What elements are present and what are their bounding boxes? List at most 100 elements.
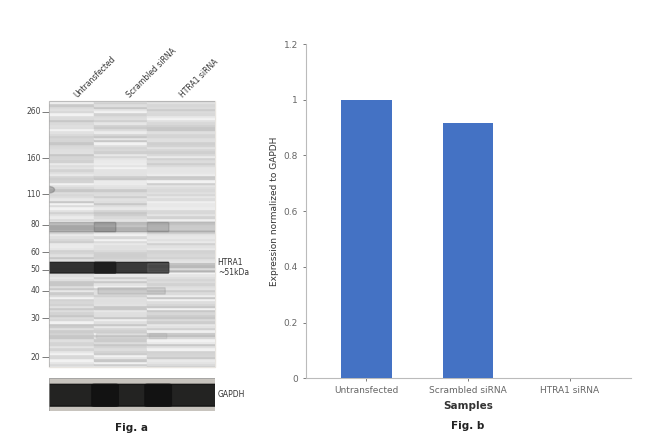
Bar bbox=[146, 157, 223, 159]
Bar bbox=[146, 302, 223, 305]
Bar bbox=[40, 188, 117, 191]
Bar bbox=[94, 242, 170, 244]
Bar bbox=[94, 108, 170, 110]
Text: 160: 160 bbox=[26, 154, 40, 163]
Bar bbox=[94, 363, 170, 365]
Bar bbox=[40, 217, 117, 220]
Bar bbox=[40, 166, 117, 169]
Bar bbox=[94, 172, 170, 175]
Bar bbox=[94, 114, 170, 117]
Bar bbox=[40, 157, 117, 159]
Bar bbox=[146, 224, 223, 227]
Bar bbox=[146, 343, 223, 345]
Bar bbox=[94, 159, 170, 161]
Bar bbox=[146, 180, 223, 182]
Bar bbox=[40, 302, 117, 305]
Bar bbox=[94, 195, 170, 198]
Bar bbox=[94, 280, 170, 282]
Bar bbox=[146, 289, 223, 291]
Bar bbox=[146, 103, 223, 106]
Bar bbox=[94, 338, 170, 341]
Bar bbox=[40, 128, 117, 130]
Bar bbox=[40, 228, 117, 231]
Bar bbox=[40, 146, 117, 148]
Bar bbox=[94, 193, 170, 195]
Bar bbox=[146, 331, 223, 334]
Bar bbox=[94, 222, 170, 224]
Bar bbox=[40, 307, 117, 309]
Bar bbox=[94, 327, 170, 330]
Text: Scrambled siRNA: Scrambled siRNA bbox=[125, 46, 178, 99]
Bar bbox=[40, 329, 117, 332]
Bar bbox=[146, 146, 223, 148]
Bar bbox=[40, 349, 117, 352]
Bar bbox=[94, 238, 170, 240]
Bar bbox=[94, 202, 170, 204]
Bar bbox=[146, 287, 223, 289]
Bar bbox=[40, 285, 117, 287]
Bar bbox=[94, 304, 170, 307]
Bar bbox=[94, 217, 170, 220]
Bar bbox=[40, 211, 117, 213]
Bar bbox=[40, 155, 117, 157]
Bar bbox=[40, 320, 117, 323]
Bar bbox=[40, 255, 117, 258]
Bar bbox=[94, 307, 170, 309]
Bar bbox=[146, 300, 223, 303]
Bar bbox=[146, 334, 223, 336]
Bar bbox=[146, 228, 223, 231]
FancyBboxPatch shape bbox=[150, 334, 220, 339]
Bar bbox=[40, 132, 117, 135]
Bar bbox=[146, 117, 223, 119]
Bar bbox=[40, 224, 117, 227]
Bar bbox=[146, 325, 223, 327]
Bar bbox=[40, 356, 117, 359]
Bar bbox=[94, 233, 170, 235]
Bar bbox=[40, 191, 117, 193]
Bar bbox=[40, 304, 117, 307]
Bar bbox=[94, 110, 170, 112]
Bar bbox=[146, 244, 223, 246]
Bar bbox=[40, 334, 117, 336]
Bar bbox=[40, 269, 117, 271]
Bar bbox=[94, 325, 170, 327]
Bar bbox=[146, 106, 223, 108]
Bar bbox=[94, 314, 170, 316]
Bar bbox=[146, 338, 223, 341]
Bar bbox=[40, 175, 117, 177]
Bar bbox=[146, 231, 223, 233]
Bar bbox=[40, 108, 117, 110]
Bar bbox=[94, 146, 170, 148]
Bar bbox=[146, 170, 223, 173]
Bar bbox=[146, 150, 223, 153]
Bar bbox=[40, 161, 117, 164]
Bar bbox=[146, 273, 223, 276]
Bar bbox=[40, 360, 117, 363]
Bar bbox=[94, 253, 170, 256]
Bar bbox=[40, 112, 117, 115]
Bar bbox=[40, 209, 117, 211]
Bar bbox=[40, 222, 117, 224]
Bar bbox=[94, 275, 170, 278]
Bar bbox=[40, 278, 117, 280]
Bar bbox=[40, 103, 117, 106]
Bar bbox=[94, 103, 170, 106]
FancyBboxPatch shape bbox=[39, 385, 118, 406]
Bar bbox=[40, 130, 117, 132]
Bar bbox=[94, 112, 170, 115]
Bar bbox=[94, 228, 170, 231]
Bar bbox=[40, 117, 117, 119]
Bar bbox=[146, 240, 223, 242]
Bar bbox=[94, 224, 170, 227]
Bar bbox=[146, 155, 223, 157]
Bar bbox=[146, 238, 223, 240]
Bar bbox=[94, 186, 170, 188]
Bar bbox=[146, 296, 223, 298]
Bar bbox=[146, 220, 223, 222]
Bar bbox=[146, 161, 223, 164]
Bar bbox=[94, 273, 170, 276]
Bar bbox=[94, 336, 170, 338]
Bar bbox=[94, 168, 170, 171]
Bar bbox=[94, 188, 170, 191]
Bar bbox=[146, 153, 223, 155]
